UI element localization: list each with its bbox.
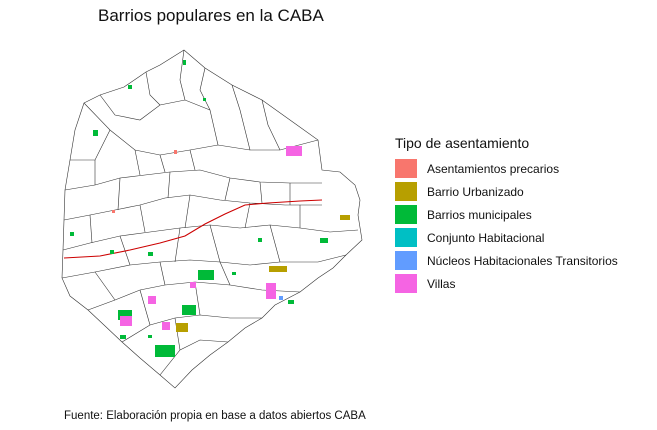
- legend-swatch: [395, 182, 417, 201]
- legend-label: Núcleos Habitacionales Transitorios: [427, 253, 618, 268]
- legend-swatch: [395, 159, 417, 178]
- legend-label: Conjunto Habitacional: [427, 230, 545, 245]
- legend-swatch: [395, 251, 417, 270]
- city-boundary: [61, 49, 363, 389]
- legend-label: Asentamientos precarios: [427, 161, 560, 176]
- legend-label: Villas: [427, 276, 456, 291]
- legend-label: Barrio Urbanizado: [427, 184, 524, 199]
- legend-item: Barrio Urbanizado: [395, 180, 618, 203]
- legend-item: Conjunto Habitacional: [395, 226, 618, 249]
- legend-item: Villas: [395, 272, 618, 295]
- legend-title: Tipo de asentamiento: [395, 135, 530, 151]
- legend-swatch: [395, 228, 417, 247]
- legend-item: Barrios municipales: [395, 203, 618, 226]
- legend-item: Asentamientos precarios: [395, 157, 618, 180]
- legend-swatch: [395, 274, 417, 293]
- source-caption: Fuente: Elaboración propia en base a dat…: [64, 410, 366, 422]
- map-title: Barrios populares en la CABA: [98, 6, 324, 25]
- legend-label: Barrios municipales: [427, 207, 532, 222]
- legend: Tipo de asentamiento Asentamientos preca…: [395, 135, 618, 295]
- legend-item: Núcleos Habitacionales Transitorios: [395, 249, 618, 272]
- legend-swatch: [395, 205, 417, 224]
- settlements: [70, 60, 350, 357]
- railway-line: [63, 199, 323, 259]
